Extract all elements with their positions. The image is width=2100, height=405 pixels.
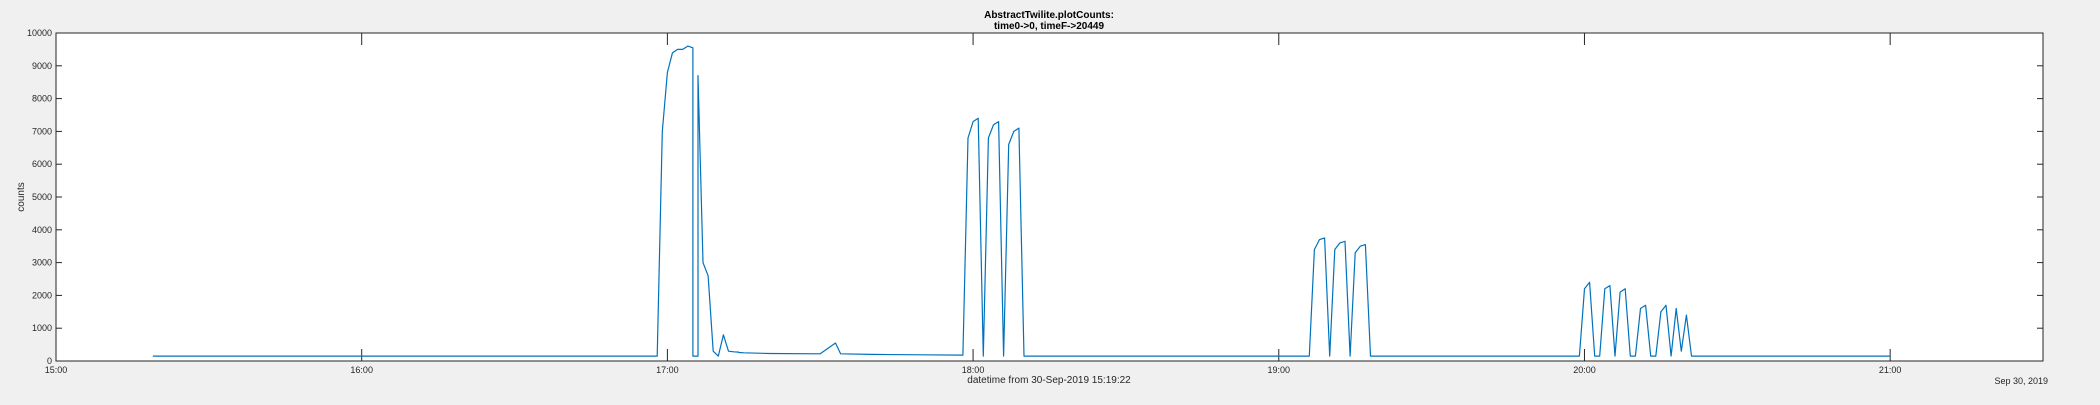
plot-area	[55, 32, 2044, 362]
y-tick-label: 5000	[32, 192, 52, 202]
x-tick-label: 20:00	[1573, 365, 1596, 375]
chart-subtitle: time0->0, timeF->20449	[994, 21, 1104, 32]
x-tick-label: 21:00	[1879, 365, 1902, 375]
y-axis-ticks: 0 1000 2000 3000 4000 5000 6000 7000 8000 9000 100…	[27, 28, 2043, 366]
y-tick-label: 7000	[32, 126, 52, 136]
y-tick-label: 8000	[32, 94, 52, 104]
y-tick-label: 3000	[32, 258, 52, 268]
y-tick-label: 2000	[32, 290, 52, 300]
x-tick-label: 19:00	[1268, 365, 1291, 375]
y-tick-label: 1000	[32, 323, 52, 333]
chart-title: AbstractTwilite.plotCounts:	[984, 10, 1114, 21]
series-line	[152, 45, 1891, 357]
x-axis-ticks: 15:00 16:00 17:00 18:00 19:00 20:00 21:00	[45, 33, 1902, 375]
x-tick-label: 15:00	[45, 365, 68, 375]
y-tick-label: 10000	[27, 28, 52, 38]
y-tick-label: 4000	[32, 225, 52, 235]
y-axis-label: counts	[16, 182, 27, 211]
y-tick-label: 6000	[32, 159, 52, 169]
date-label: Sep 30, 2019	[1994, 376, 2048, 386]
y-tick-label: 0	[47, 356, 52, 366]
x-tick-label: 16:00	[350, 365, 373, 375]
y-tick-label: 9000	[32, 61, 52, 71]
x-axis-label: datetime from 30-Sep-2019 15:19:22	[967, 375, 1131, 386]
x-tick-label: 18:00	[962, 365, 985, 375]
x-tick-label: 17:00	[656, 365, 679, 375]
